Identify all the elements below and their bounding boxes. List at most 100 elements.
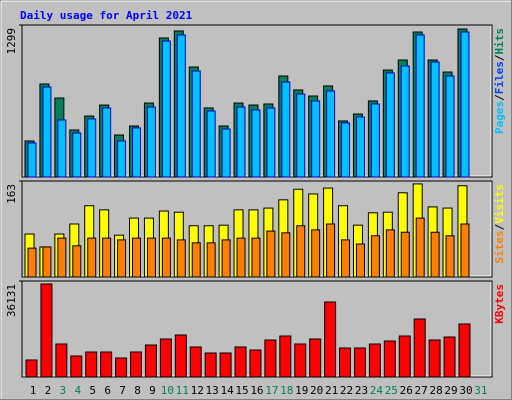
bar xyxy=(368,343,381,378)
bar xyxy=(281,81,291,178)
bar xyxy=(161,40,171,178)
x-tick-label: 5 xyxy=(89,384,96,397)
bar xyxy=(87,118,97,178)
bar xyxy=(27,247,37,278)
x-tick-label: 4 xyxy=(74,384,81,397)
bar xyxy=(398,335,411,378)
bar xyxy=(25,359,38,378)
bar xyxy=(266,107,276,178)
x-tick-label: 12 xyxy=(191,384,204,397)
bar xyxy=(206,110,216,178)
x-tick-label: 30 xyxy=(459,384,472,397)
bar xyxy=(70,355,83,378)
bar xyxy=(42,86,52,178)
x-tick-label: 23 xyxy=(355,384,368,397)
bar xyxy=(430,61,440,178)
legend: KBytes xyxy=(493,284,506,324)
bar xyxy=(42,246,52,278)
bar xyxy=(191,242,201,278)
bar xyxy=(443,336,456,378)
bar xyxy=(355,243,365,278)
x-tick-label: 6 xyxy=(104,384,111,397)
bar xyxy=(353,347,366,378)
bar xyxy=(445,235,455,278)
legend-entry: Sites xyxy=(493,230,506,263)
legend: Sites/Visits xyxy=(493,184,506,264)
x-tick-label: 10 xyxy=(161,384,174,397)
bar xyxy=(132,127,142,178)
bar xyxy=(281,232,291,278)
x-tick-label: 26 xyxy=(400,384,413,397)
bar xyxy=(326,223,336,278)
legend: Pages/Files/Hits xyxy=(493,28,506,134)
bar xyxy=(413,318,426,378)
bar xyxy=(251,237,261,278)
bar xyxy=(311,100,321,178)
bar xyxy=(309,338,322,378)
legend-entry: Pages xyxy=(493,101,506,134)
bar xyxy=(161,237,171,278)
x-tick-label: 9 xyxy=(149,384,156,397)
x-tick-label: 29 xyxy=(444,384,457,397)
bar xyxy=(339,347,352,378)
x-tick-label: 17 xyxy=(265,384,278,397)
legend-separator: / xyxy=(493,54,506,61)
bar xyxy=(72,132,82,178)
bar xyxy=(251,109,261,178)
chart-title: Daily usage for April 2021 xyxy=(20,9,193,22)
x-tick-label: 7 xyxy=(119,384,126,397)
bar xyxy=(400,65,410,178)
bar xyxy=(266,230,276,278)
bar xyxy=(221,239,231,278)
bar xyxy=(264,339,277,378)
x-tick-label: 14 xyxy=(220,384,234,397)
bar xyxy=(132,237,142,278)
x-tick-label: 27 xyxy=(415,384,428,397)
bar xyxy=(311,229,321,278)
bar xyxy=(176,34,186,178)
bar xyxy=(102,237,112,278)
bar xyxy=(400,231,410,278)
bar xyxy=(191,70,201,178)
bar xyxy=(279,335,292,378)
x-tick-label: 21 xyxy=(325,384,338,397)
bar xyxy=(236,237,246,278)
bar xyxy=(383,340,396,378)
bar xyxy=(100,351,113,378)
bar xyxy=(40,283,53,378)
bar xyxy=(445,75,455,178)
x-tick-label: 8 xyxy=(134,384,141,397)
x-tick-label: 1 xyxy=(30,384,37,397)
bar xyxy=(204,352,217,378)
legend-separator: / xyxy=(493,223,506,230)
x-tick-label: 28 xyxy=(429,384,442,397)
x-tick-label: 16 xyxy=(250,384,263,397)
x-tick-label: 25 xyxy=(385,384,398,397)
y-tick-label: 163 xyxy=(5,184,18,204)
bar xyxy=(234,346,247,378)
x-tick-label: 22 xyxy=(340,384,353,397)
x-tick-label: 20 xyxy=(310,384,323,397)
bar xyxy=(57,237,67,278)
bar xyxy=(385,229,395,278)
bar xyxy=(206,242,216,278)
x-tick-label: 13 xyxy=(206,384,219,397)
x-tick-label: 15 xyxy=(235,384,248,397)
legend-entry: Visits xyxy=(493,184,506,224)
x-tick-label: 18 xyxy=(280,384,293,397)
y-tick-label: 1299 xyxy=(5,28,18,55)
bar xyxy=(176,239,186,278)
bar xyxy=(55,343,68,378)
x-tick-label: 19 xyxy=(295,384,308,397)
bar xyxy=(458,323,471,378)
bar xyxy=(341,122,351,178)
x-tick-label: 3 xyxy=(60,384,67,397)
bar xyxy=(221,128,231,178)
bar xyxy=(341,239,351,278)
bar xyxy=(428,339,441,378)
x-tick-label: 31 xyxy=(474,384,487,397)
bar xyxy=(57,119,67,178)
bar xyxy=(326,90,336,178)
bar xyxy=(72,245,82,278)
